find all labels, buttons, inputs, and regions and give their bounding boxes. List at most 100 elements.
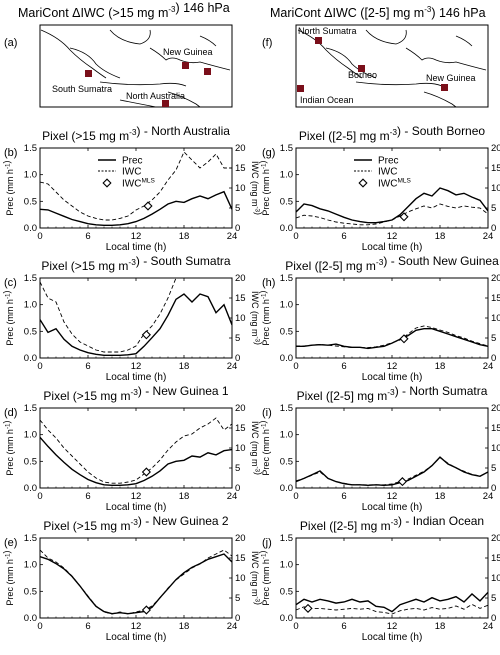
- y-left-tick-label: 0.5: [280, 326, 293, 337]
- y-right-tick-label: 10: [491, 443, 500, 454]
- map-frame: [295, 24, 489, 108]
- x-tick-label: 12: [387, 491, 398, 502]
- series-prec-line: [296, 328, 488, 350]
- x-tick-label: 0: [37, 491, 42, 502]
- coastlines: [40, 29, 231, 108]
- x-tick-label: 12: [387, 231, 398, 242]
- map-text-new-guinea: New Guinea: [426, 73, 476, 83]
- y-right-axis-label: IWC (mg m-3): [250, 421, 264, 475]
- x-axis-label: Local time (h): [106, 632, 167, 643]
- x-tick-label: 0: [37, 621, 42, 632]
- x-tick-label: 6: [85, 491, 90, 502]
- chart-panel-g: Pixel ([2-5] mg m-3) - South Borneo (g) 0 6…: [257, 124, 500, 253]
- y-left-tick-label: 1.5: [24, 533, 37, 544]
- x-axis-label: Local time (h): [362, 502, 423, 513]
- x-tick-label: 0: [293, 491, 298, 502]
- x-tick-label: 24: [227, 621, 238, 632]
- y-left-tick-label: 1.0: [24, 430, 37, 441]
- series-iwc-line: [296, 603, 488, 615]
- marker-new-guinea: [182, 62, 189, 69]
- chart-panel-j: Pixel ([2-5] mg m-3) - Indian Ocean (j) 0 6…: [257, 514, 500, 643]
- y-left-axis-label: Prec (mm h-1): [1, 160, 15, 215]
- plot-frame: [295, 277, 489, 359]
- map-label-a: (a): [4, 37, 17, 49]
- x-tick-label: 6: [85, 621, 90, 632]
- iwc-mls-diamond-marker: [141, 467, 151, 477]
- map-text-north-sumatra: North Sumatra: [298, 26, 357, 36]
- series-prec-line: [40, 553, 232, 615]
- x-tick-label: 0: [37, 231, 42, 242]
- series-prec-line: [296, 591, 488, 613]
- right-column-title: MariCont ΔIWC ([2-5] mg m-3) 146 hPa: [270, 5, 486, 20]
- chart-title: Pixel ([2-5] mg m-3) - South New Guinea: [285, 254, 499, 273]
- x-tick-label: 18: [179, 231, 190, 242]
- legend-prec-label: Prec: [378, 156, 399, 167]
- y-right-tick-label: 0: [491, 483, 496, 494]
- y-left-axis-label: Prec (mm h-1): [1, 550, 15, 605]
- y-left-axis-label: Prec (mm h-1): [1, 420, 15, 475]
- panel-label: (d): [4, 407, 17, 419]
- chart-title: Pixel ([2-5] mg m-3) - South Borneo: [299, 124, 486, 143]
- y-right-tick-label: 15: [491, 163, 500, 174]
- y-right-tick-label: 5: [491, 463, 496, 474]
- marker-borneo: [358, 65, 365, 72]
- chart-title: Pixel ([2-5] mg m-3) - North Sumatra: [297, 384, 488, 403]
- y-right-tick-label: 15: [491, 293, 500, 304]
- map-text-new-guinea: New Guinea: [163, 47, 213, 57]
- coastlines: [297, 29, 487, 108]
- y-left-tick-label: 1.0: [280, 300, 293, 311]
- x-axis-label: Local time (h): [362, 372, 423, 383]
- x-tick-label: 12: [131, 231, 142, 242]
- x-axis-label: Local time (h): [362, 632, 423, 643]
- panel-label: (h): [262, 277, 275, 289]
- chart-panel-d: Pixel (>15 mg m-3) - New Guinea 1 (d) 0 6 12…: [1, 384, 263, 513]
- y-right-tick-label: 0: [235, 483, 240, 494]
- x-tick-label: 24: [483, 621, 494, 632]
- series-iwc-line: [40, 549, 232, 615]
- x-tick-label: 24: [483, 491, 494, 502]
- panel-label: (j): [262, 537, 272, 549]
- y-right-tick-label: 15: [235, 163, 246, 174]
- plot-frame: [39, 537, 233, 619]
- y-right-tick-label: 5: [491, 593, 496, 604]
- y-left-tick-label: 1.0: [24, 300, 37, 311]
- series-prec-line: [296, 456, 488, 487]
- legend-iwc-mls-label: IWCMLS: [122, 178, 155, 190]
- x-tick-label: 24: [227, 491, 238, 502]
- x-tick-label: 24: [483, 361, 494, 372]
- y-right-tick-label: 15: [491, 423, 500, 434]
- y-right-tick-label: 10: [235, 313, 246, 324]
- marker-new-guinea: [441, 84, 448, 91]
- y-left-tick-label: 1.5: [24, 403, 37, 414]
- y-left-tick-label: 1.5: [280, 403, 293, 414]
- x-tick-label: 0: [293, 621, 298, 632]
- y-right-tick-label: 15: [491, 553, 500, 564]
- y-right-tick-label: 20: [491, 403, 500, 414]
- series-prec-line: [40, 436, 232, 486]
- y-left-tick-label: 0.0: [280, 223, 293, 234]
- marker-new-guinea-2: [204, 68, 211, 75]
- legend-iwc-label: IWC: [122, 167, 141, 178]
- panel-label: (g): [262, 147, 275, 159]
- y-right-tick-label: 20: [491, 533, 500, 544]
- iwc-mls-diamond-marker: [143, 201, 153, 211]
- y-left-tick-label: 0.0: [24, 223, 37, 234]
- chart-title: Pixel (>15 mg m-3) - North Australia: [42, 124, 230, 143]
- x-tick-label: 18: [435, 491, 446, 502]
- y-right-tick-label: 20: [235, 273, 246, 284]
- legend-iwc-mls-diamond: [102, 178, 112, 188]
- y-left-tick-label: 0.0: [280, 613, 293, 624]
- y-right-tick-label: 0: [235, 613, 240, 624]
- y-right-tick-label: 0: [491, 223, 496, 234]
- x-tick-label: 6: [341, 621, 346, 632]
- map-label-f: (f): [262, 37, 272, 49]
- x-axis-label: Local time (h): [106, 502, 167, 513]
- y-left-tick-label: 0.0: [280, 483, 293, 494]
- iwc-mls-diamond-marker: [303, 603, 313, 613]
- y-left-tick-label: 0.0: [280, 353, 293, 364]
- x-tick-label: 6: [85, 361, 90, 372]
- y-right-tick-label: 15: [235, 423, 246, 434]
- y-right-tick-label: 20: [235, 533, 246, 544]
- series-iwc-line: [40, 417, 232, 484]
